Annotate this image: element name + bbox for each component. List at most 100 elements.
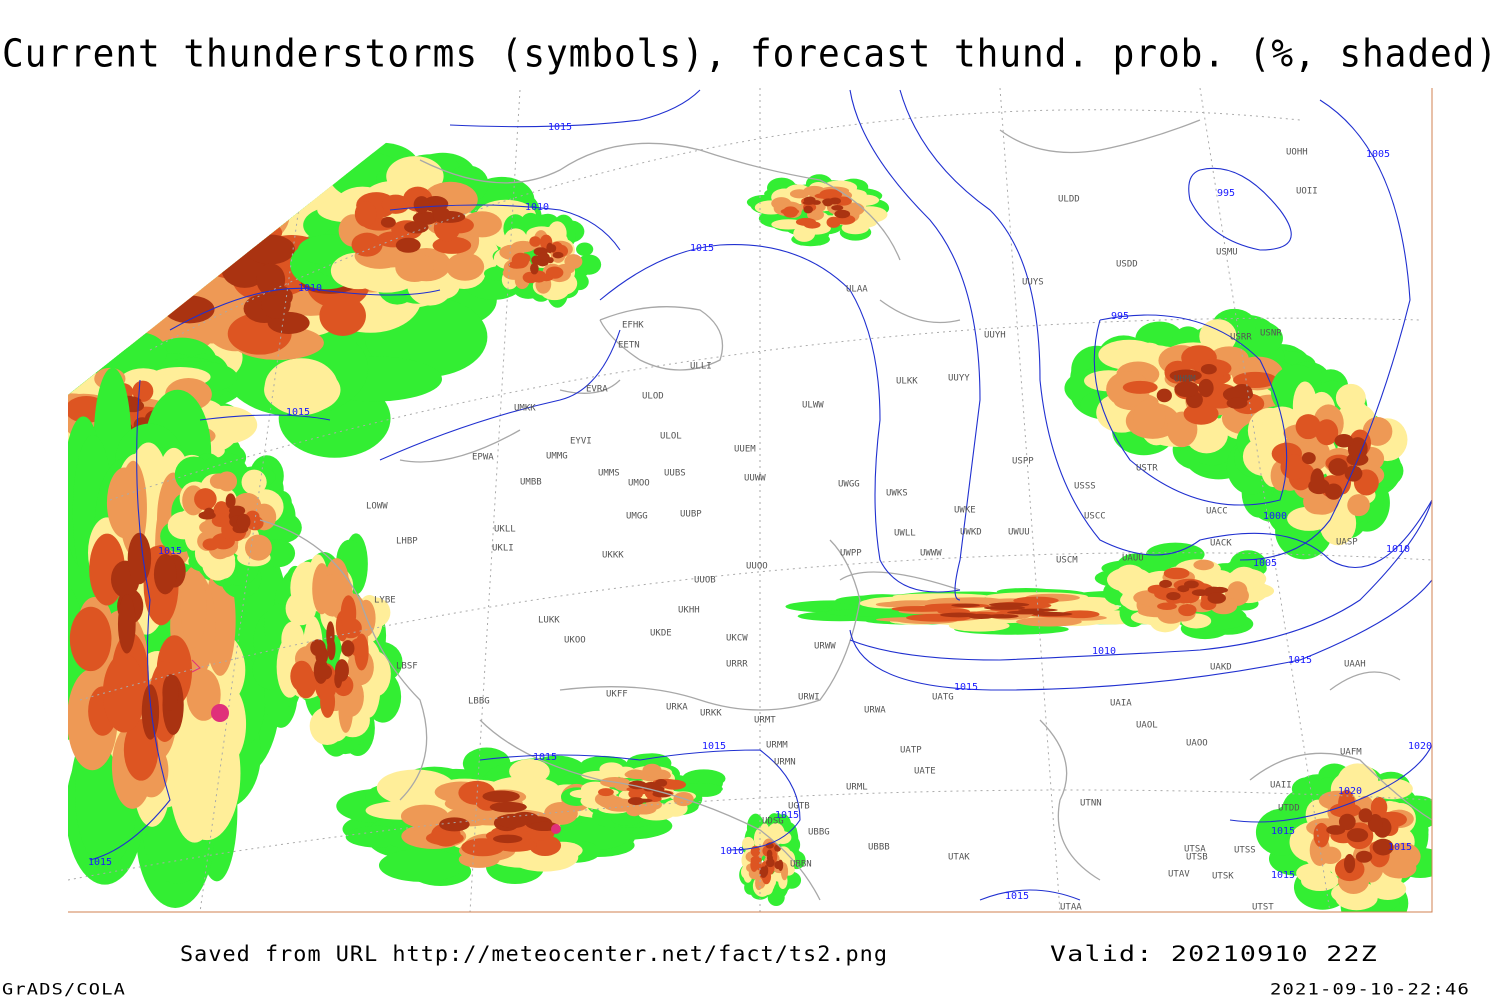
shade-cell — [245, 234, 295, 265]
shade-cell — [203, 507, 215, 518]
shade-cell — [256, 263, 286, 296]
shade-cell — [482, 790, 520, 803]
shade-cell — [765, 858, 775, 868]
station-code: URKK — [700, 709, 722, 719]
station-code: UUBP — [680, 510, 702, 520]
shade-cell — [1301, 452, 1316, 465]
station-code: UAKD — [1210, 663, 1232, 673]
isobar-label: 1015 — [702, 741, 726, 752]
coastlines — [259, 119, 1432, 901]
shade-cell — [983, 605, 1026, 610]
shade-cell — [497, 813, 529, 829]
station-code: USDD — [1116, 260, 1138, 270]
station-code: URWA — [864, 706, 886, 716]
shade-cell — [77, 229, 180, 294]
shade-cell — [194, 488, 217, 511]
shade-cell — [439, 817, 470, 832]
shade-cell — [236, 513, 251, 530]
shade-cell — [1198, 378, 1214, 398]
shade-cell — [1371, 778, 1413, 800]
shade-cell — [939, 612, 978, 618]
shade-cell — [766, 849, 773, 859]
station-code: UGTB — [788, 802, 810, 812]
shade-cell — [529, 236, 541, 247]
shade-cell — [186, 668, 221, 721]
station-code: UWLL — [894, 529, 916, 539]
shade-cell — [432, 206, 451, 223]
shade-cell — [1157, 602, 1177, 610]
station-code: EPWA — [472, 453, 494, 463]
station-code: USPP — [1012, 457, 1034, 467]
station-code: URWI — [798, 693, 820, 703]
station-code: UKCW — [726, 634, 748, 644]
isobar-label: 1020 — [1408, 741, 1432, 752]
station-code: ULLI — [690, 362, 712, 372]
station-code: UAOL — [1136, 721, 1158, 731]
shade-cell — [110, 190, 219, 270]
shade-cell — [1326, 825, 1346, 835]
shade-cell — [1200, 364, 1217, 375]
shade-cell — [1334, 433, 1354, 448]
station-code: UUOB — [694, 576, 716, 586]
shade-cell — [153, 553, 177, 595]
isobar-label: 1015 — [1388, 842, 1412, 853]
shade-cell — [1344, 465, 1363, 482]
station-code: UBBN — [790, 860, 812, 870]
shade-cell — [552, 251, 564, 259]
shade-cell — [742, 836, 755, 852]
shade-cell — [93, 243, 202, 297]
shade-cell — [1227, 581, 1248, 600]
station-code: UHMM — [1174, 375, 1196, 385]
station-code: ULWW — [802, 401, 824, 411]
shade-cell — [1233, 371, 1278, 389]
shade-cell — [1207, 592, 1226, 604]
shade-cell — [378, 848, 465, 882]
station-code: UWKE — [954, 506, 976, 516]
shade-cell — [1199, 319, 1237, 354]
isobar-label: 1015 — [158, 546, 182, 557]
shade-cell — [530, 262, 539, 275]
station-code: UTNN — [1080, 799, 1102, 809]
station-code: UTDD — [1278, 804, 1300, 814]
shade-cell — [985, 614, 1019, 619]
shade-cell — [326, 621, 335, 649]
shade-cell — [1301, 870, 1339, 891]
shade-cell — [803, 205, 813, 214]
shade-cell — [100, 160, 169, 251]
shade-cell — [678, 783, 723, 795]
station-code: UKDE — [650, 629, 672, 639]
shade-cell — [209, 473, 229, 489]
station-code: UOII — [1296, 187, 1318, 197]
isobars — [89, 89, 1432, 901]
shade-cell — [106, 467, 142, 539]
shade-cell — [351, 232, 383, 257]
station-code: USNR — [1260, 329, 1282, 339]
isobar-label: 1005 — [1366, 149, 1390, 160]
shade-cell — [1210, 586, 1229, 594]
shade-cell — [1338, 398, 1370, 440]
shade-cell — [340, 595, 357, 632]
shade-cell — [180, 566, 207, 649]
shade-cell — [1122, 380, 1158, 394]
thunderstorm-symbols — [191, 659, 561, 834]
isobar-label: 995 — [1217, 188, 1235, 199]
station-code: USCC — [1084, 512, 1106, 522]
shade-cell — [787, 826, 799, 853]
shade-cell — [241, 469, 267, 495]
station-code: URMM — [766, 741, 788, 751]
shade-cell — [68, 374, 72, 399]
shade-cell — [1007, 610, 1046, 615]
shade-cell — [380, 216, 396, 228]
shade-cell — [1328, 458, 1348, 476]
shade-cell — [631, 803, 657, 815]
shade-cell — [831, 205, 844, 211]
shade-cell — [1315, 419, 1339, 446]
shade-cell — [381, 194, 410, 214]
isobar-label: 1015 — [548, 122, 572, 133]
station-code: UMMG — [546, 452, 568, 462]
station-code: LUKK — [538, 616, 560, 626]
station-code: UUOO — [746, 562, 768, 572]
shade-cell — [576, 242, 594, 256]
station-code: UWKD — [960, 528, 982, 538]
